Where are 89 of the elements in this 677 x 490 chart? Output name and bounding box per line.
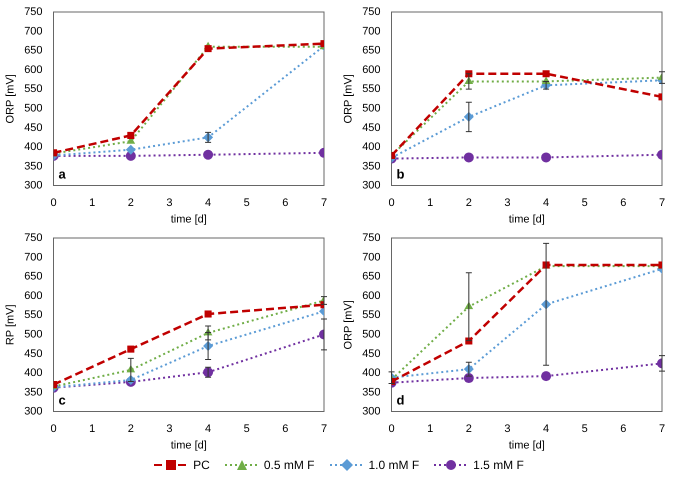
y-tick-label: 450	[362, 122, 381, 134]
x-tick-label: 6	[282, 197, 288, 210]
x-tick-label: 7	[320, 197, 328, 210]
x-tick-label: 0	[388, 423, 395, 436]
x-tick-label: 3	[166, 423, 173, 436]
y-tick-label: 350	[362, 160, 381, 172]
x-tick-label: 0	[388, 197, 395, 210]
y-tick-label: 750	[362, 6, 381, 18]
y-tick-label: 300	[362, 180, 381, 192]
y-tick-label: 500	[24, 328, 43, 340]
y-tick-label: 750	[24, 232, 43, 244]
x-tick-label: 5	[582, 423, 588, 436]
y-tick-label: 700	[24, 25, 43, 38]
y-tick-label: 650	[24, 270, 43, 283]
x-tick-label: 4	[205, 423, 212, 436]
annotation: d	[396, 392, 405, 408]
annotation: c	[58, 392, 66, 408]
y-axis-title: ORP [mV]	[342, 74, 355, 124]
x-tick-label: 2	[128, 197, 134, 210]
y-tick-label: 700	[362, 251, 381, 264]
x-tick-label: 1	[89, 197, 96, 210]
y-tick-label: 300	[24, 406, 43, 418]
y-tick-label: 300	[362, 406, 381, 418]
x-axis-title: time [d]	[170, 213, 207, 226]
y-tick-label: 400	[362, 141, 381, 154]
x-tick-label: 7	[320, 423, 328, 436]
x-tick-label: 1	[427, 423, 434, 436]
y-tick-label: 350	[24, 160, 43, 172]
y-tick-label: 350	[24, 386, 43, 398]
annotation: b	[396, 166, 405, 182]
y-tick-label: 400	[24, 367, 43, 380]
y-tick-label: 600	[362, 290, 381, 302]
x-axis-title: time [d]	[508, 213, 545, 226]
y-tick-label: 550	[362, 309, 381, 322]
y-tick-label: 650	[24, 44, 43, 57]
x-tick-label: 4	[543, 197, 550, 210]
legend-label: 0.5 mM F	[264, 458, 314, 472]
y-axis-title: RP [mV]	[4, 304, 17, 346]
y-tick-label: 600	[24, 290, 43, 302]
x-tick-label: 3	[504, 197, 511, 210]
y-tick-label: 600	[24, 64, 43, 76]
x-tick-label: 6	[620, 197, 626, 210]
x-tick-label: 2	[466, 197, 472, 210]
point	[203, 150, 214, 160]
y-tick-label: 550	[24, 83, 43, 96]
y-tick-label: 350	[362, 386, 381, 398]
y-tick-label: 400	[24, 141, 43, 154]
x-tick-label: 7	[658, 197, 666, 210]
y-tick-label: 500	[362, 328, 381, 340]
x-axis-title: time [d]	[170, 439, 207, 452]
x-axis-title: time [d]	[508, 439, 545, 452]
y-axis-title: ORP [mV]	[342, 300, 355, 350]
x-tick-label: 3	[504, 423, 511, 436]
x-tick-label: 4	[543, 423, 550, 436]
y-tick-label: 650	[362, 44, 381, 57]
x-tick-label: 6	[620, 423, 626, 436]
x-tick-label: 2	[128, 423, 134, 436]
y-tick-label: 400	[362, 367, 381, 380]
x-tick-label: 4	[205, 197, 212, 210]
legend-label: 1.0 mM F	[368, 458, 420, 472]
y-tick-label: 550	[362, 83, 381, 96]
x-tick-label: 5	[244, 197, 250, 210]
x-tick-label: 1	[89, 423, 96, 436]
y-tick-label: 450	[24, 348, 43, 360]
x-tick-label: 0	[50, 423, 57, 436]
y-tick-label: 750	[24, 6, 43, 18]
legend-label: 1.5 mM F	[473, 458, 524, 472]
y-tick-label: 700	[24, 251, 43, 264]
annotation: a	[58, 166, 67, 182]
y-tick-label: 500	[362, 102, 381, 114]
x-tick-label: 3	[166, 197, 173, 210]
y-axis-title: ORP [mV]	[4, 74, 17, 124]
y-tick-label: 450	[362, 348, 381, 360]
x-tick-label: 6	[282, 423, 288, 436]
y-tick-label: 700	[362, 25, 381, 38]
x-tick-label: 0	[50, 197, 57, 210]
y-tick-label: 750	[362, 232, 381, 244]
x-tick-label: 5	[582, 197, 588, 210]
x-tick-label: 1	[427, 197, 434, 210]
y-tick-label: 650	[362, 270, 381, 283]
x-tick-label: 2	[466, 423, 472, 436]
y-tick-label: 550	[24, 309, 43, 322]
y-tick-label: 300	[24, 180, 43, 192]
legend-label: PC	[193, 458, 210, 472]
y-tick-label: 500	[24, 102, 43, 114]
y-tick-label: 450	[24, 122, 43, 134]
x-tick-label: 5	[244, 423, 250, 436]
x-tick-label: 7	[658, 423, 666, 436]
y-tick-label: 600	[362, 64, 381, 76]
